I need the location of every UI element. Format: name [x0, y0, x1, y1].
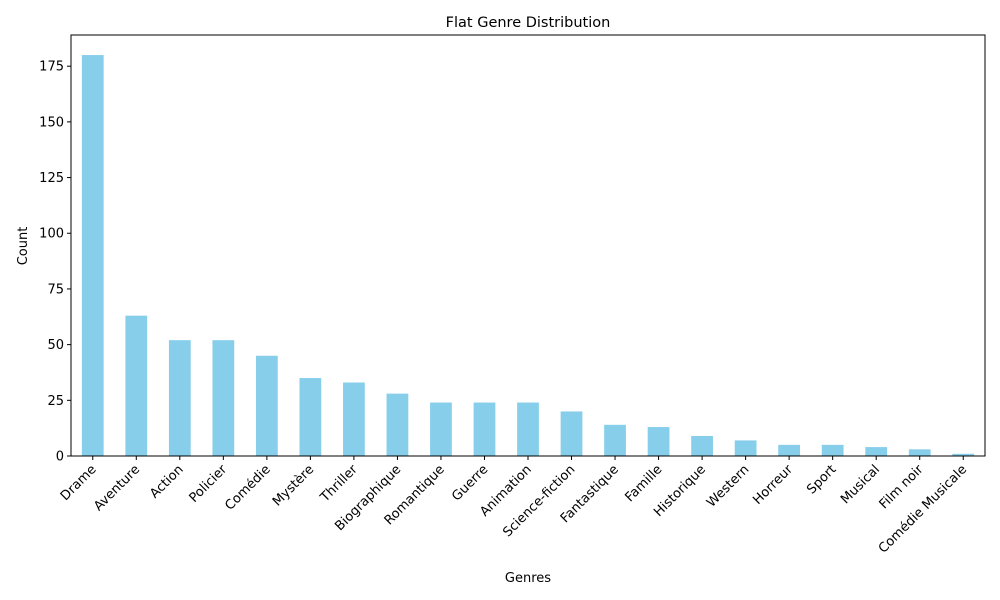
- plot-frame: [70, 34, 986, 457]
- bar-5: [299, 378, 322, 456]
- bar-19: [908, 449, 931, 456]
- y-tick-label-3: 75: [47, 282, 64, 297]
- bar-1: [125, 315, 148, 456]
- y-tick-label-0: 0: [56, 450, 64, 465]
- bar-14: [691, 435, 713, 456]
- y-tick-label-4: 100: [39, 227, 64, 242]
- x-tick-label-13: Famille: [622, 462, 665, 505]
- bar-0: [81, 55, 104, 457]
- bar-10: [517, 402, 539, 456]
- bar-6: [343, 382, 365, 456]
- y-tick-label-7: 175: [39, 60, 64, 75]
- bar-20: [952, 453, 975, 456]
- y-tick-label-2: 50: [47, 338, 64, 353]
- bar-3: [212, 340, 235, 456]
- bar-17: [821, 444, 844, 456]
- x-tick-label-1: Aventure: [91, 462, 143, 514]
- x-tick-label-2: Action: [147, 462, 186, 501]
- bar-16: [778, 444, 801, 456]
- bar-2: [168, 340, 191, 456]
- bar-9: [473, 402, 496, 456]
- x-tick-label-4: Comédie: [222, 462, 273, 513]
- bar-8: [430, 402, 452, 456]
- x-tick-label-0: Drame: [58, 462, 100, 504]
- bar-15: [734, 440, 757, 456]
- y-tick-label-6: 150: [39, 115, 64, 130]
- y-axis-label: Count: [16, 227, 31, 266]
- x-tick-label-5: Mystère: [270, 462, 317, 509]
- y-tick-label-1: 25: [47, 394, 64, 409]
- chart-title: Flat Genre Distribution: [446, 15, 611, 31]
- y-tick-label-5: 125: [39, 171, 64, 186]
- x-tick-label-18: Musical: [838, 462, 883, 507]
- x-axis-label: Genres: [505, 571, 551, 586]
- x-tick-label-3: Policier: [187, 462, 231, 506]
- bar-12: [604, 424, 626, 456]
- x-tick-label-17: Sport: [804, 462, 839, 497]
- x-tick-label-6: Thriller: [317, 462, 361, 506]
- bar-11: [560, 411, 583, 456]
- bar-18: [865, 447, 888, 456]
- x-tick-label-15: Western: [704, 462, 752, 510]
- x-tick-label-9: Guerre: [449, 462, 491, 504]
- bar-4: [255, 355, 278, 456]
- x-tick-label-16: Horreur: [750, 462, 796, 508]
- bar-7: [386, 393, 409, 456]
- bar-13: [647, 427, 670, 456]
